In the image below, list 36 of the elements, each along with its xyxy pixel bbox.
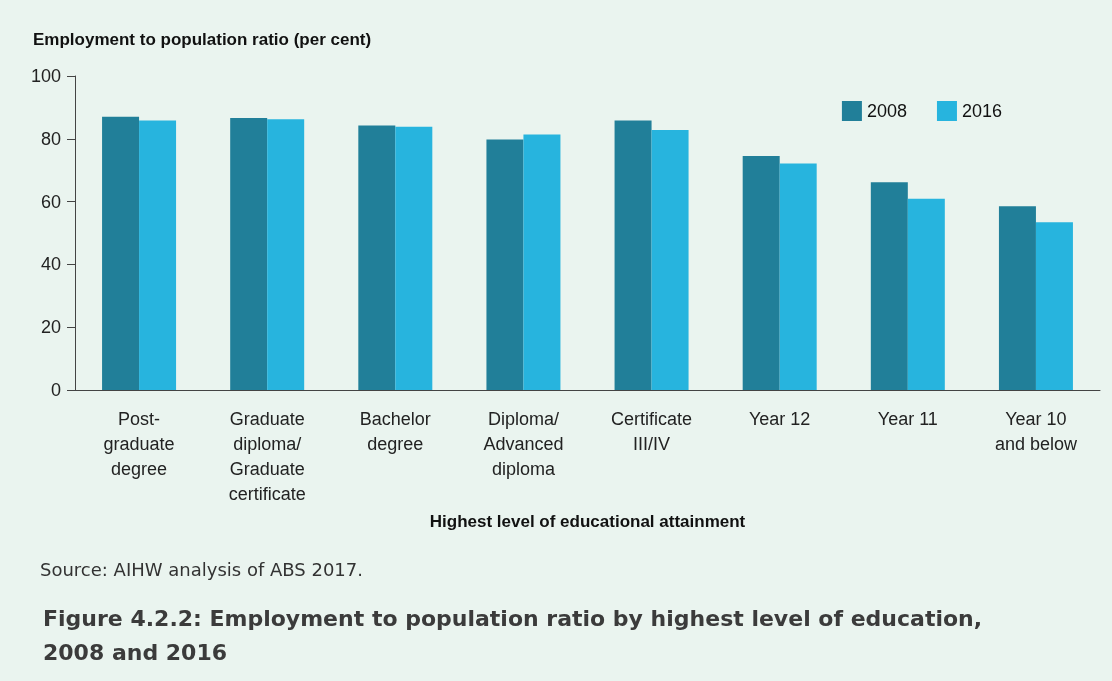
x-tick-label: Year 10 and below (994, 408, 1078, 454)
bar (230, 118, 268, 390)
y-tick-label: 0 (50, 380, 61, 400)
text: Figure 4.2.2: Employment to population ratio by highest level of education, 2008 and 2016 (43, 605, 983, 665)
bar (267, 119, 305, 390)
source-note: Source: AIHW analysis of ABS 2017. (40, 558, 363, 580)
y-tick-label: 20 (40, 317, 61, 338)
bar (998, 206, 1036, 390)
y-tick-label: 40 (40, 254, 61, 275)
y-axis-title: Employment to population ratio (per cent) (33, 30, 372, 49)
x-tick-label: Diploma/ Advanced diploma (483, 408, 564, 479)
bar (1035, 222, 1073, 390)
y-tick-label: 100 (30, 66, 61, 86)
legend-label: 2008 (866, 101, 907, 121)
bar (870, 182, 908, 390)
bar (102, 116, 140, 390)
bar (523, 134, 561, 390)
x-tick-label: Graduate diploma/ Graduate certificate (228, 408, 306, 504)
bar (395, 126, 433, 390)
bar (614, 120, 652, 390)
bar (742, 156, 780, 390)
bar (907, 198, 945, 390)
bar (139, 120, 177, 390)
bar (651, 130, 689, 390)
x-tick-label: Year 12 (748, 408, 811, 429)
x-tick-label: Post- graduate degree (103, 408, 175, 479)
x-tick-label: Bachelor degree (359, 408, 431, 454)
x-axis-title: Highest level of educational attainment (429, 512, 746, 531)
bar (486, 139, 524, 390)
bar (779, 163, 817, 390)
x-tick-label: Year 11 (877, 408, 938, 429)
x-tick-label: Certificate III/IV (611, 408, 693, 454)
y-tick-label: 80 (40, 128, 61, 149)
y-tick-label: 60 (40, 191, 61, 212)
legend-label: 2016 (961, 101, 1002, 121)
bar (358, 125, 396, 390)
